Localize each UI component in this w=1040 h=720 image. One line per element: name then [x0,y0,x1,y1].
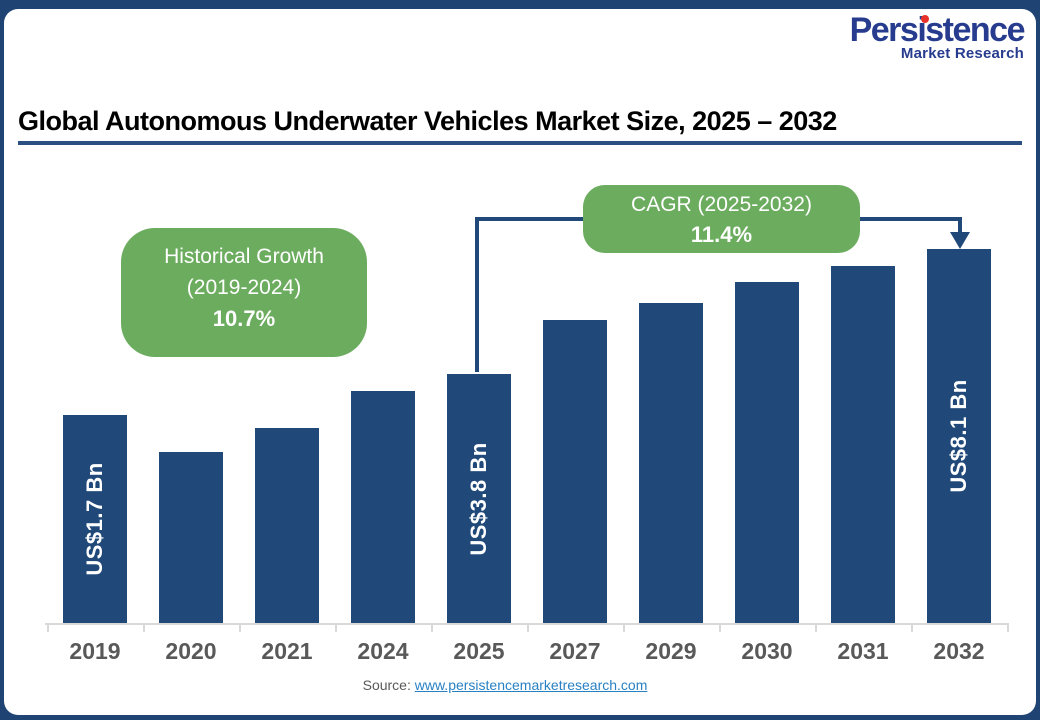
x-axis-label-2027: 2027 [549,638,601,664]
historical-growth-value: 10.7% [212,306,276,331]
bar-2025: US$3.8 Bn [447,374,511,623]
x-axis-tick [143,623,145,632]
x-axis-label-2024: 2024 [357,638,409,664]
historical-growth-line1: Historical Growth [164,245,324,268]
bar-2019: US$1.7 Bn [63,415,127,623]
x-axis-tick [47,623,49,632]
x-axis-label-2019: 2019 [69,638,121,664]
x-axis-label-2032: 2032 [933,638,985,664]
bar-2029 [639,303,703,623]
x-axis-tick [815,623,817,632]
x-axis-label-2025: 2025 [453,638,505,664]
cagr-line1: CAGR (2025-2032) [631,193,812,216]
x-axis-label-2030: 2030 [741,638,793,664]
x-axis-tick [623,623,625,632]
x-axis-tick [431,623,433,632]
x-axis-label-2020: 2020 [165,638,217,664]
bar-2030 [735,282,799,623]
logo-persistence-text: Persistence [849,11,1026,49]
x-axis-tick [239,623,241,632]
bar-2032: US$8.1 Bn [927,249,991,623]
x-axis-label-2031: 2031 [837,638,889,664]
bar-2027 [543,320,607,623]
cagr-value: 11.4% [690,222,753,247]
x-axis-tick [719,623,721,632]
bar-2024 [351,391,415,623]
x-axis-label-2021: 2021 [261,638,313,664]
x-axis-line [45,623,1009,625]
cagr-bubble: CAGR (2025-2032) 11.4% [583,185,860,253]
bar-2021 [255,428,319,623]
logo: Persistence Market Research [849,11,1026,62]
logo-tagline: Market Research [900,45,1024,62]
historical-growth-line2: (2019-2024) [186,276,302,299]
x-axis-tick [527,623,529,632]
source-link[interactable]: www.persistencemarketresearch.com [414,677,648,693]
x-axis-tick [1007,623,1009,632]
title-underline [18,141,1022,145]
x-axis-tick [911,623,913,632]
bar-2031 [831,266,895,623]
historical-growth-bubble: Historical Growth (2019-2024) 10.7% [121,228,367,357]
source-label: Source: [362,677,411,693]
bar-2020 [159,452,223,623]
page-title: Global Autonomous Underwater Vehicles Ma… [18,106,837,136]
x-axis-tick [335,623,337,632]
source-line: Source: www.persistencemarketresearch.co… [0,677,1010,693]
x-axis-label-2029: 2029 [645,638,697,664]
logo-red-dot-icon [920,15,929,23]
